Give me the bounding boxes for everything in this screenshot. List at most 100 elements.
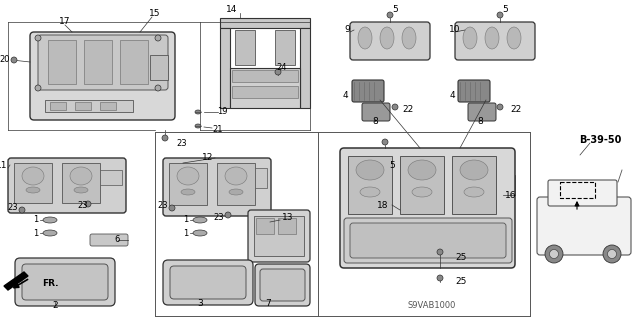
Text: 22: 22 xyxy=(402,106,413,115)
Bar xyxy=(84,40,112,84)
Text: 24: 24 xyxy=(276,63,287,72)
Bar xyxy=(278,218,296,234)
Ellipse shape xyxy=(358,27,372,49)
FancyBboxPatch shape xyxy=(38,35,168,90)
Text: 5: 5 xyxy=(392,5,398,14)
Ellipse shape xyxy=(195,124,201,128)
FancyBboxPatch shape xyxy=(548,180,617,206)
Bar xyxy=(150,55,168,80)
FancyBboxPatch shape xyxy=(163,260,253,305)
FancyBboxPatch shape xyxy=(255,264,310,306)
Ellipse shape xyxy=(460,160,488,180)
Ellipse shape xyxy=(35,85,41,91)
Bar xyxy=(75,102,91,110)
Circle shape xyxy=(225,212,231,218)
Ellipse shape xyxy=(177,167,199,185)
Text: B-39-50: B-39-50 xyxy=(579,135,621,145)
Text: 22: 22 xyxy=(510,106,521,115)
FancyBboxPatch shape xyxy=(163,158,271,216)
Bar xyxy=(254,216,304,256)
Circle shape xyxy=(19,207,25,213)
Text: 12: 12 xyxy=(202,153,213,162)
Text: 20: 20 xyxy=(0,56,10,64)
Ellipse shape xyxy=(485,27,499,49)
Bar xyxy=(300,28,310,108)
Ellipse shape xyxy=(464,187,484,197)
Text: 1: 1 xyxy=(33,228,38,238)
Text: S9VAB1000: S9VAB1000 xyxy=(408,300,456,309)
Circle shape xyxy=(437,275,443,281)
Ellipse shape xyxy=(35,35,41,41)
FancyBboxPatch shape xyxy=(362,103,390,121)
Text: 2: 2 xyxy=(52,300,58,309)
Circle shape xyxy=(382,139,388,145)
Bar xyxy=(554,185,574,200)
Ellipse shape xyxy=(507,27,521,49)
Bar xyxy=(230,68,300,108)
Ellipse shape xyxy=(155,85,161,91)
Bar xyxy=(452,156,496,214)
Ellipse shape xyxy=(43,217,57,223)
Bar xyxy=(62,163,100,203)
Text: 7: 7 xyxy=(265,299,271,308)
Bar xyxy=(232,86,298,98)
Ellipse shape xyxy=(155,35,161,41)
Ellipse shape xyxy=(463,27,477,49)
Text: 5: 5 xyxy=(389,160,395,169)
Bar xyxy=(217,163,255,205)
Bar xyxy=(578,185,598,200)
Circle shape xyxy=(85,201,91,207)
Circle shape xyxy=(437,249,443,255)
Circle shape xyxy=(162,135,168,141)
Bar xyxy=(120,40,148,84)
Text: 4: 4 xyxy=(342,91,348,100)
Text: 15: 15 xyxy=(149,10,161,19)
Text: 25: 25 xyxy=(455,254,467,263)
Text: 6: 6 xyxy=(115,235,120,244)
Text: 5: 5 xyxy=(502,5,508,14)
Ellipse shape xyxy=(603,245,621,263)
Bar xyxy=(220,28,230,108)
Text: 3: 3 xyxy=(197,299,203,308)
Circle shape xyxy=(392,104,398,110)
FancyBboxPatch shape xyxy=(260,269,305,301)
Ellipse shape xyxy=(193,230,207,236)
Ellipse shape xyxy=(607,249,616,258)
FancyBboxPatch shape xyxy=(537,197,631,255)
FancyBboxPatch shape xyxy=(352,80,384,102)
FancyBboxPatch shape xyxy=(458,80,490,102)
Ellipse shape xyxy=(193,217,207,223)
Text: 1: 1 xyxy=(183,228,188,238)
Text: 23: 23 xyxy=(177,138,188,147)
Bar xyxy=(256,218,274,234)
Bar xyxy=(255,168,267,188)
Bar xyxy=(50,102,66,110)
Text: 19: 19 xyxy=(217,108,227,116)
Text: 10: 10 xyxy=(449,26,460,34)
Bar xyxy=(348,156,392,214)
Text: 18: 18 xyxy=(376,201,388,210)
Ellipse shape xyxy=(70,167,92,185)
FancyBboxPatch shape xyxy=(350,223,506,258)
Ellipse shape xyxy=(22,167,44,185)
Ellipse shape xyxy=(225,167,247,185)
Text: FR.: FR. xyxy=(42,279,58,288)
FancyBboxPatch shape xyxy=(170,266,246,299)
Bar xyxy=(100,102,116,110)
Text: 4: 4 xyxy=(449,91,455,100)
Ellipse shape xyxy=(74,187,88,193)
Text: 1: 1 xyxy=(33,216,38,225)
FancyBboxPatch shape xyxy=(90,234,128,246)
Ellipse shape xyxy=(380,27,394,49)
Bar xyxy=(541,220,549,232)
Text: 8: 8 xyxy=(477,117,483,127)
Bar xyxy=(275,30,295,65)
Ellipse shape xyxy=(550,249,559,258)
FancyBboxPatch shape xyxy=(22,264,108,300)
Bar xyxy=(232,70,298,82)
Text: 9: 9 xyxy=(344,26,350,34)
Text: 23: 23 xyxy=(213,213,224,222)
Circle shape xyxy=(275,69,281,75)
Circle shape xyxy=(11,57,17,63)
Ellipse shape xyxy=(195,110,201,114)
